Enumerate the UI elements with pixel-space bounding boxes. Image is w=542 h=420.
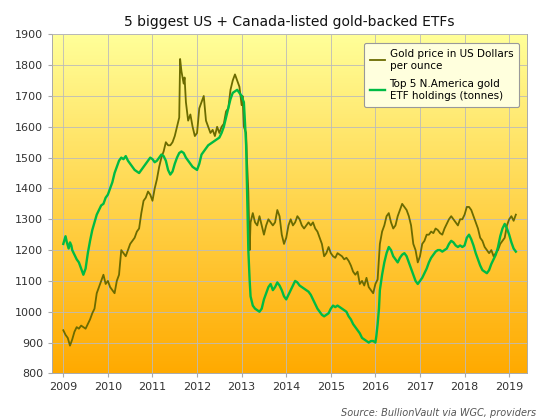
- Legend: Gold price in US Dollars
per ounce, Top 5 N.America gold
ETF holdings (tonnes): Gold price in US Dollars per ounce, Top …: [364, 43, 519, 107]
- Title: 5 biggest US + Canada-listed gold-backed ETFs: 5 biggest US + Canada-listed gold-backed…: [124, 15, 455, 29]
- Text: Source: BullionVault via WGC, providers: Source: BullionVault via WGC, providers: [341, 408, 537, 418]
